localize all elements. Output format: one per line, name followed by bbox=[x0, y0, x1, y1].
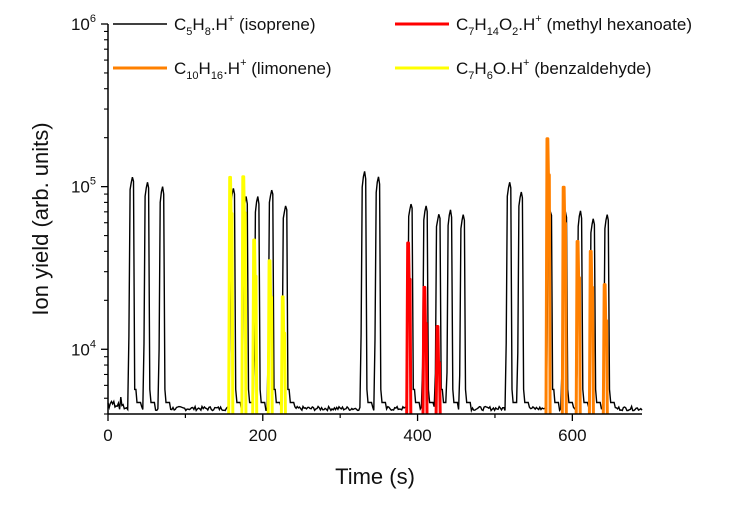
series-peak-3-1 bbox=[240, 175, 248, 415]
series-peak-3-4 bbox=[279, 295, 287, 415]
series-line-0 bbox=[107, 171, 643, 413]
series-peak-2-3 bbox=[587, 249, 595, 415]
legend-label: C10H16.H+ (limonene) bbox=[174, 57, 332, 82]
series-peak-3-0 bbox=[227, 175, 235, 415]
series-peak-2-0 bbox=[544, 137, 552, 415]
legend-label: C7H14O2.H+ (methyl hexanoate) bbox=[456, 13, 692, 38]
y-tick-label: 104 bbox=[71, 338, 96, 359]
legend-label: C7H6O.H+ (benzaldehyde) bbox=[456, 57, 651, 82]
y-tick-label: 106 bbox=[71, 13, 96, 34]
x-tick-label: 0 bbox=[103, 426, 112, 445]
series-peak-2-2 bbox=[574, 240, 582, 415]
series-peak-2-4 bbox=[601, 283, 609, 415]
series-peak-2-1 bbox=[560, 185, 568, 415]
axes: 0 200 400 600 104 105 106 bbox=[71, 13, 642, 445]
y-tick-label: 105 bbox=[71, 176, 96, 197]
series-peak-1-1 bbox=[421, 285, 429, 415]
y-axis-label: Ion yield (arb. units) bbox=[28, 122, 53, 315]
x-axis-label: Time (s) bbox=[335, 464, 415, 489]
legend: C5H8.H+ (isoprene) C7H14O2.H+ (methyl hex… bbox=[113, 13, 692, 82]
x-tick-label: 600 bbox=[558, 426, 586, 445]
series-peak-1-0 bbox=[405, 241, 413, 415]
series-peak-3-2 bbox=[251, 238, 259, 415]
x-tick-label: 400 bbox=[403, 426, 431, 445]
series-traces bbox=[107, 137, 643, 415]
legend-label: C5H8.H+ (isoprene) bbox=[174, 13, 316, 38]
x-tick-label: 200 bbox=[249, 426, 277, 445]
series-peak-3-3 bbox=[266, 259, 274, 415]
series-peak-1-2 bbox=[434, 325, 442, 415]
